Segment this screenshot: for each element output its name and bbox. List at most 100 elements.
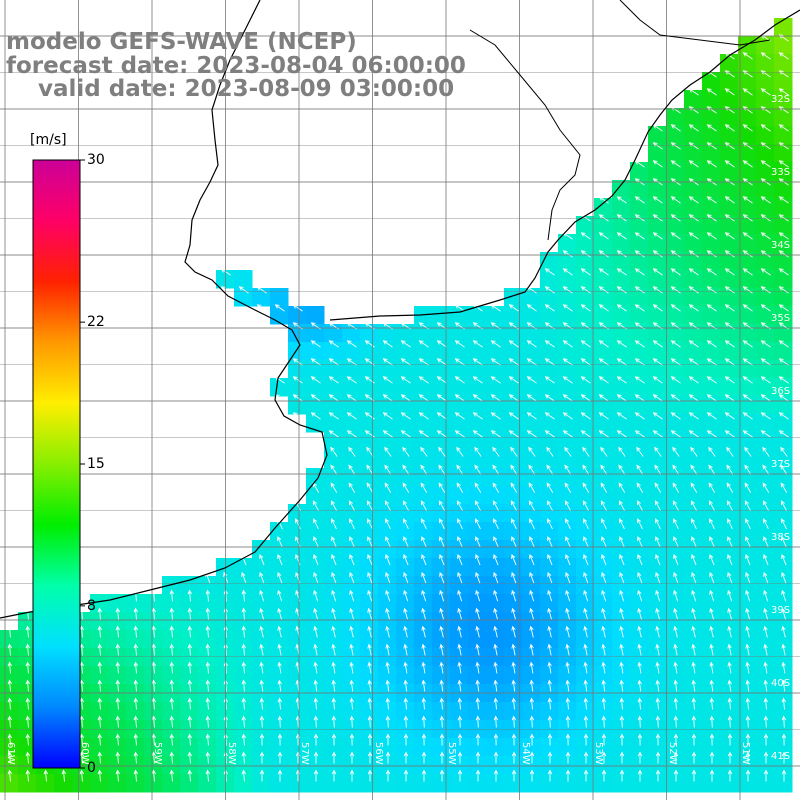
- wind-arrow: [544, 358, 555, 366]
- field-cell: [666, 558, 685, 577]
- field-cell: [414, 450, 433, 469]
- wind-arrow: [708, 482, 716, 493]
- wind-arrow: [313, 643, 318, 656]
- field-cell: [126, 648, 145, 667]
- longitude-label: 58W: [225, 742, 237, 765]
- field-cell: [414, 432, 433, 451]
- wind-arrow: [724, 358, 735, 366]
- wind-arrow: [97, 643, 103, 656]
- field-cell: [306, 306, 325, 325]
- field-cell: [630, 594, 649, 613]
- wind-arrow: [724, 214, 735, 222]
- field-cell: [414, 504, 433, 523]
- wind-arrow: [436, 376, 447, 384]
- field-cell: [144, 612, 163, 631]
- wind-arrow: [654, 446, 662, 457]
- field-cell: [666, 324, 685, 343]
- field-cell: [576, 630, 595, 649]
- field-cell: [468, 450, 487, 469]
- wind-arrow: [546, 446, 554, 457]
- field-cell: [612, 486, 631, 505]
- field-cell: [630, 234, 649, 253]
- field-cell: [648, 288, 667, 307]
- field-cell: [684, 216, 703, 235]
- wind-arrow: [781, 715, 787, 728]
- wind-arrow: [367, 553, 373, 566]
- field-cell: [594, 432, 613, 451]
- wind-arrow: [763, 769, 769, 782]
- wind-arrow: [259, 751, 265, 764]
- wind-arrow: [133, 733, 139, 746]
- wind-arrow: [565, 589, 571, 602]
- wind-arrow: [292, 376, 303, 384]
- field-cell: [324, 414, 343, 433]
- field-cell: [774, 108, 793, 127]
- field-cell: [468, 630, 487, 649]
- wind-arrow: [724, 286, 735, 294]
- wind-arrow: [526, 394, 537, 402]
- field-cell: [756, 450, 775, 469]
- field-cell: [378, 324, 397, 343]
- field-cell: [288, 612, 307, 631]
- wind-arrow: [526, 412, 537, 420]
- wind-arrow: [670, 232, 681, 240]
- wind-arrow: [760, 142, 771, 150]
- wind-arrow: [439, 643, 444, 656]
- field-cell: [612, 360, 631, 379]
- field-cell: [558, 738, 577, 757]
- wind-arrow: [673, 751, 679, 764]
- field-cell: [720, 324, 739, 343]
- wind-arrow: [349, 733, 355, 746]
- field-cell: [432, 468, 451, 487]
- wind-arrow: [454, 394, 465, 402]
- wind-arrow: [781, 643, 786, 656]
- wind-arrow: [727, 697, 733, 710]
- field-cell: [360, 324, 379, 343]
- wind-arrow: [490, 394, 501, 402]
- wind-arrow: [565, 518, 571, 530]
- field-cell: [108, 774, 127, 793]
- field-cell: [144, 756, 163, 775]
- field-cell: [234, 756, 253, 775]
- wind-arrow: [580, 412, 591, 420]
- wind-arrow: [295, 518, 301, 530]
- field-cell: [594, 522, 613, 541]
- wind-arrow: [763, 679, 768, 692]
- wind-arrow: [706, 412, 717, 420]
- wind-arrow: [634, 160, 645, 168]
- field-cell: [720, 414, 739, 433]
- field-cell: [774, 486, 793, 505]
- wind-arrow: [367, 536, 373, 548]
- field-cell: [720, 630, 739, 649]
- field-cell: [738, 270, 757, 289]
- field-cell: [540, 450, 559, 469]
- wind-arrow: [43, 769, 49, 782]
- wind-arrow: [187, 751, 193, 764]
- wind-arrow: [583, 536, 589, 548]
- wind-arrow: [619, 769, 625, 782]
- wind-arrow: [25, 715, 31, 728]
- wind-arrow: [724, 142, 735, 150]
- wind-arrow: [511, 643, 516, 656]
- wind-arrow: [726, 446, 734, 457]
- field-cell: [576, 306, 595, 325]
- field-cell: [756, 756, 775, 775]
- wind-arrow: [508, 358, 519, 366]
- field-cell: [774, 126, 793, 145]
- wind-arrow: [690, 464, 698, 475]
- wind-arrow: [673, 625, 678, 638]
- wind-arrow: [169, 715, 175, 728]
- wind-arrow: [760, 430, 771, 438]
- wind-arrow: [634, 358, 645, 366]
- wind-arrow: [384, 446, 392, 457]
- wind-arrow: [364, 412, 375, 420]
- field-cell: [486, 486, 505, 505]
- wind-arrow: [760, 52, 771, 60]
- wind-arrow: [526, 358, 537, 366]
- field-cell: [324, 720, 343, 739]
- field-cell: [342, 702, 361, 721]
- field-cell: [450, 540, 469, 559]
- field-cell: [270, 306, 289, 325]
- wind-arrow: [670, 430, 681, 438]
- wind-arrow: [259, 661, 264, 674]
